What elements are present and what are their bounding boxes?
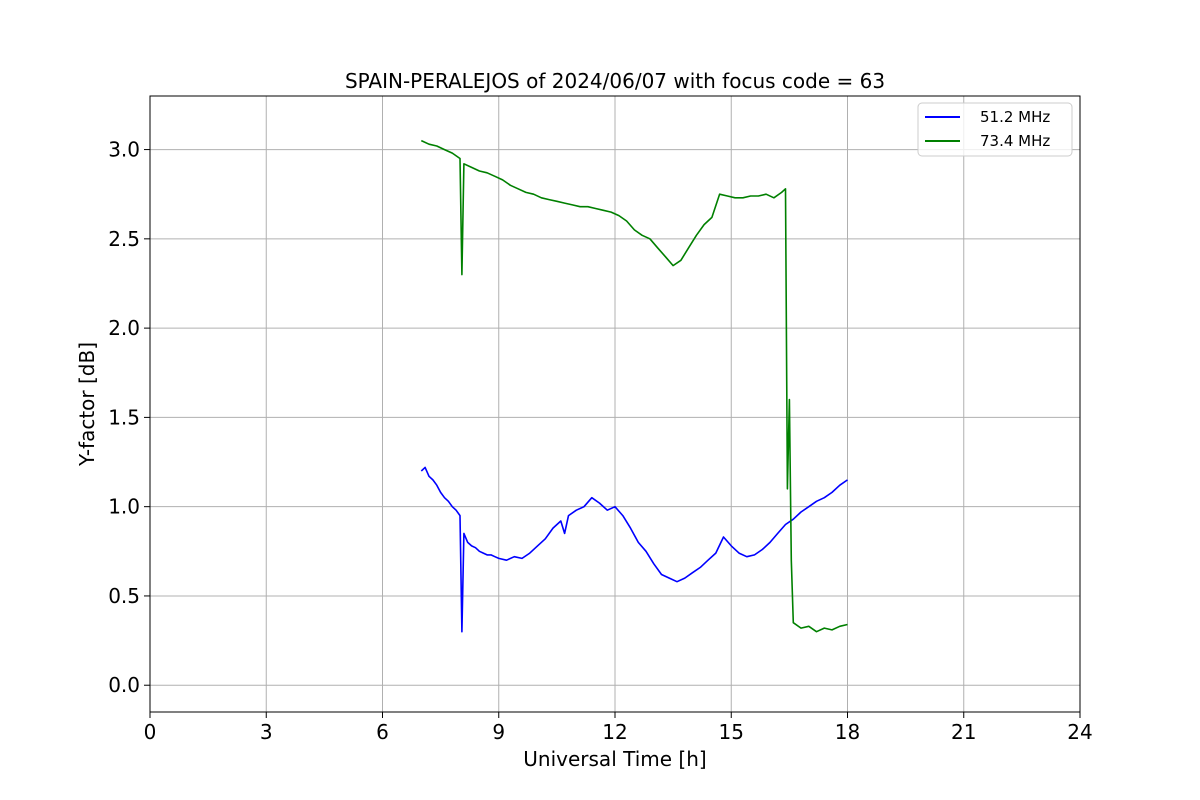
legend: 51.2 MHz 73.4 MHz [917, 102, 1073, 157]
legend-label-73-4: 73.4 MHz [980, 132, 1050, 150]
x-tick-label: 3 [260, 720, 273, 744]
x-tick-label: 24 [1067, 720, 1092, 744]
x-axis-label: Universal Time [h] [523, 747, 706, 771]
legend-label-51-2: 51.2 MHz [980, 108, 1050, 126]
y-tick-label: 3.0 [108, 138, 140, 162]
y-tick-label: 2.0 [108, 316, 140, 340]
x-tick-label: 9 [492, 720, 505, 744]
tick-layer: 0 3 6 9 12 15 18 21 24 0.0 0.5 1.0 1.5 2.0 2.5 3.0 [108, 138, 1093, 744]
x-tick-label: 15 [719, 720, 744, 744]
chart-title: SPAIN-PERALEJOS of 2024/06/07 with focus… [345, 69, 885, 93]
x-tick-label: 18 [835, 720, 860, 744]
y-tick-label: 0.0 [108, 673, 140, 697]
grid-layer [149, 96, 1081, 712]
y-tick-label: 0.5 [108, 584, 140, 608]
series-line-73-4-mhz [420, 139, 848, 633]
y-tick-label: 1.5 [108, 405, 140, 429]
x-tick-label: 0 [144, 720, 157, 744]
y-tick-label: 2.5 [108, 227, 140, 251]
series-layer [420, 139, 848, 633]
y-tick-label: 1.0 [108, 495, 140, 519]
series-line-51-2-mhz [420, 466, 848, 633]
x-tick-label: 21 [951, 720, 976, 744]
y-axis-label: Y-factor [dB] [75, 342, 99, 467]
x-tick-label: 12 [602, 720, 627, 744]
x-tick-label: 6 [376, 720, 389, 744]
